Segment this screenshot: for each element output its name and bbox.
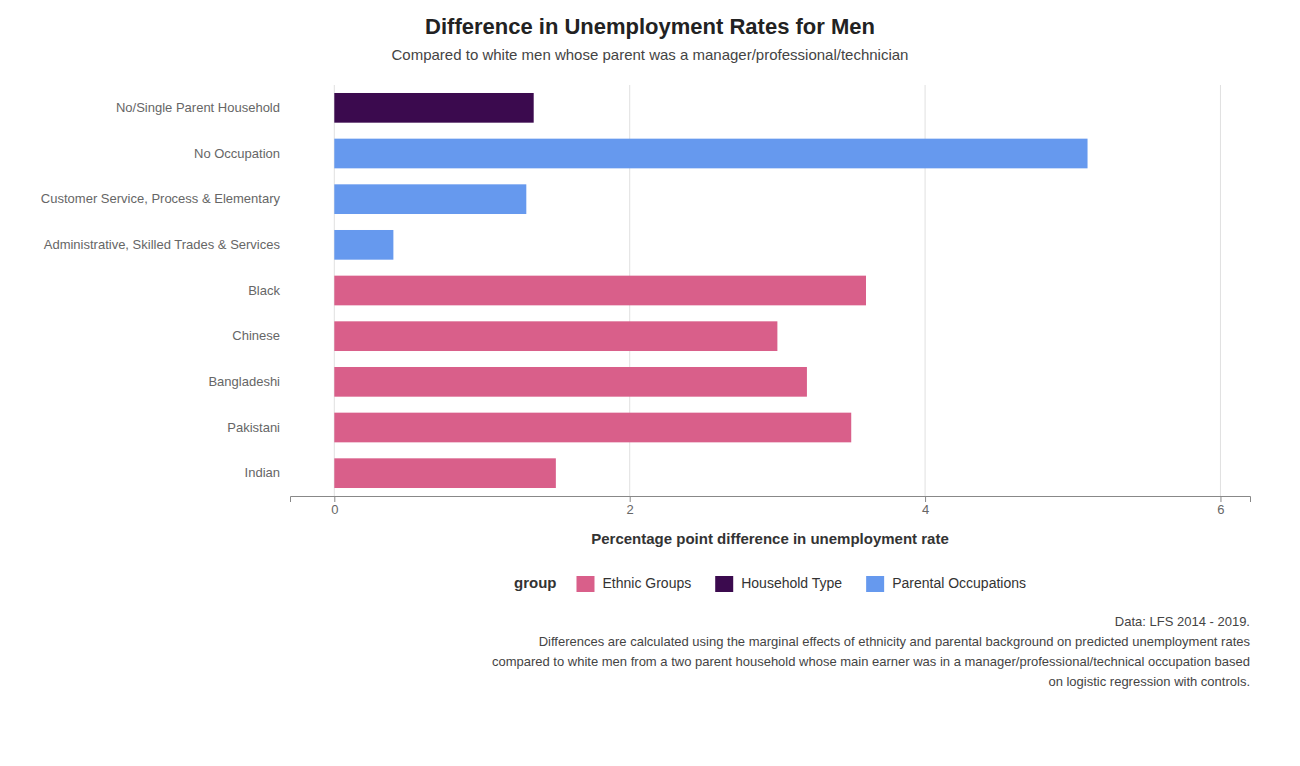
y-tick-label: Chinese: [232, 328, 280, 343]
y-tick: Bangladeshi: [208, 374, 280, 389]
y-tick-label: Pakistani: [227, 420, 280, 435]
grid: [334, 85, 1220, 496]
bar: [334, 230, 393, 260]
y-tick: No/Single Parent Household: [116, 100, 280, 115]
chart: Difference in Unemployment Rates for Men…: [0, 0, 1300, 766]
legend-label: Ethnic Groups: [602, 575, 691, 591]
y-tick: Customer Service, Process & Elementary: [41, 191, 281, 206]
x-tick-label: 6: [1217, 502, 1224, 517]
y-tick: No Occupation: [194, 146, 280, 161]
plot: 0 2 4 6 No/Single Parent Household No Occupat…: [41, 85, 1251, 517]
legend-swatch: [866, 576, 884, 592]
bars: [334, 93, 1087, 488]
x-axis-line: [291, 497, 1251, 503]
bar: [334, 367, 807, 397]
x-tick: 0: [331, 496, 338, 517]
y-tick-label: Bangladeshi: [208, 374, 280, 389]
bar: [334, 321, 777, 351]
legend-label: Parental Occupations: [892, 575, 1026, 591]
bar: [334, 93, 533, 123]
footnote: compared to white men from a two parent …: [492, 654, 1250, 669]
bar: [334, 139, 1087, 169]
x-tick: 2: [627, 496, 634, 517]
y-tick: Black: [248, 283, 280, 298]
legend-label: Household Type: [741, 575, 842, 591]
bar: [334, 184, 526, 214]
bar: [334, 413, 851, 443]
x-tick-mark: [334, 496, 335, 502]
y-tick-label: Black: [248, 283, 280, 298]
grid-line: [1220, 85, 1221, 496]
x-tick: 6: [1217, 496, 1224, 517]
x-tick-mark: [925, 496, 926, 502]
x-tick-label: 0: [331, 502, 338, 517]
legend: group Ethnic Groups Household Type Parental…: [514, 574, 1026, 592]
y-tick: Indian: [245, 465, 280, 480]
x-tick-label: 2: [627, 502, 634, 517]
footnote: Differences are calculated using the mar…: [539, 634, 1251, 649]
y-tick-label: Customer Service, Process & Elementary: [41, 191, 281, 206]
y-tick-label: Indian: [245, 465, 280, 480]
subtitle: Compared to white men whose parent was a…: [392, 46, 909, 63]
x-tick-mark: [630, 496, 631, 502]
x-tick-label: 4: [922, 502, 929, 517]
legend-swatch: [576, 576, 594, 592]
y-tick-label: No Occupation: [194, 146, 280, 161]
bar: [334, 458, 556, 488]
y-tick: Administrative, Skilled Trades & Service…: [44, 237, 281, 252]
y-tick-label: Administrative, Skilled Trades & Service…: [44, 237, 281, 252]
x-tick-mark: [1220, 496, 1221, 502]
x-axis-title: Percentage point difference in unemploym…: [591, 530, 949, 547]
y-axis: No/Single Parent Household No Occupation C…: [41, 100, 281, 480]
legend-swatch: [715, 576, 733, 592]
y-tick-label: No/Single Parent Household: [116, 100, 280, 115]
footnote: Data: LFS 2014 - 2019.: [1115, 614, 1250, 629]
bar: [334, 276, 866, 306]
x-axis: 0 2 4 6: [291, 496, 1251, 517]
footnote: on logistic regression with controls.: [1048, 674, 1250, 689]
x-tick: 4: [922, 496, 929, 517]
legend-title: group: [514, 574, 557, 591]
y-tick: Chinese: [232, 328, 280, 343]
title: Difference in Unemployment Rates for Men: [425, 14, 875, 39]
footnotes: Data: LFS 2014 - 2019. Differences are ca…: [492, 614, 1251, 689]
y-tick: Pakistani: [227, 420, 280, 435]
